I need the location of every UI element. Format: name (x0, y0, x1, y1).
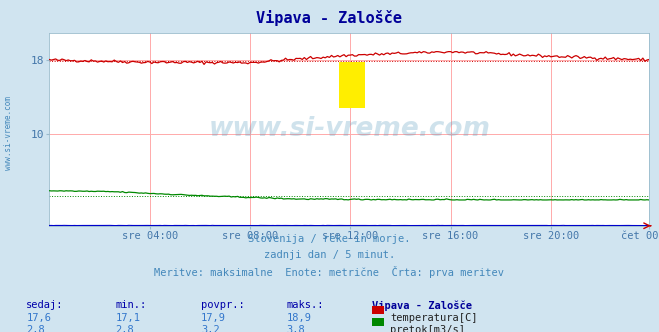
Text: temperatura[C]: temperatura[C] (390, 313, 478, 323)
Text: Vipava - Zalošče: Vipava - Zalošče (256, 10, 403, 26)
Text: 2,8: 2,8 (26, 325, 45, 332)
Text: www.si-vreme.com: www.si-vreme.com (4, 96, 13, 170)
Text: Vipava - Zalošče: Vipava - Zalošče (372, 300, 473, 311)
Text: 18,9: 18,9 (287, 313, 312, 323)
Text: min.:: min.: (115, 300, 146, 310)
Text: Slovenija / reke in morje.: Slovenija / reke in morje. (248, 234, 411, 244)
Text: sedaj:: sedaj: (26, 300, 64, 310)
Text: maks.:: maks.: (287, 300, 324, 310)
Text: zadnji dan / 5 minut.: zadnji dan / 5 minut. (264, 250, 395, 260)
Text: Meritve: maksimalne  Enote: metrične  Črta: prva meritev: Meritve: maksimalne Enote: metrične Črta… (154, 266, 505, 278)
Text: 17,6: 17,6 (26, 313, 51, 323)
Text: 17,9: 17,9 (201, 313, 226, 323)
Text: pretok[m3/s]: pretok[m3/s] (390, 325, 465, 332)
Text: 2,8: 2,8 (115, 325, 134, 332)
FancyBboxPatch shape (339, 62, 366, 108)
Text: 17,1: 17,1 (115, 313, 140, 323)
Text: 3,2: 3,2 (201, 325, 219, 332)
Text: povpr.:: povpr.: (201, 300, 244, 310)
Text: www.si-vreme.com: www.si-vreme.com (208, 117, 490, 142)
Text: 3,8: 3,8 (287, 325, 305, 332)
